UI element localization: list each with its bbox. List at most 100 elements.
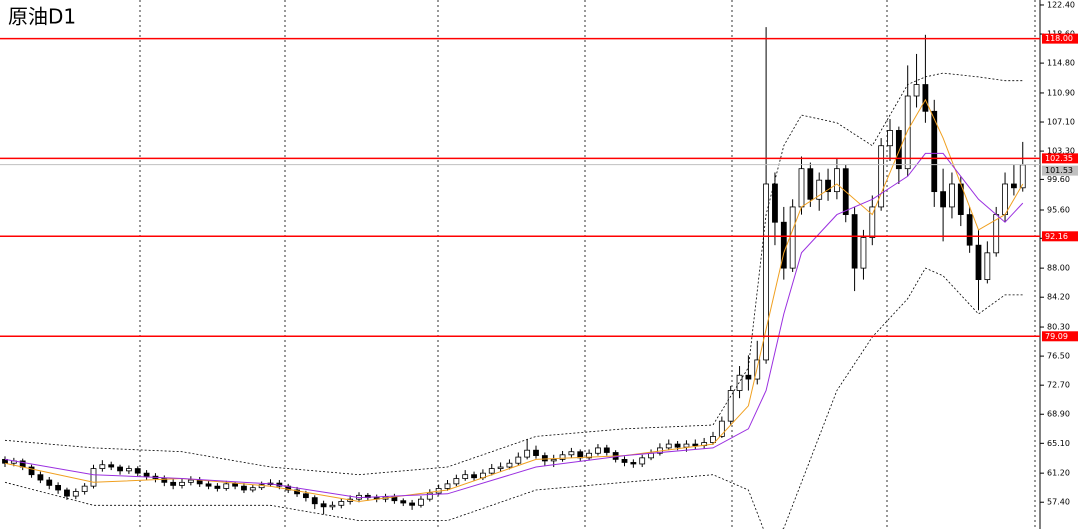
candle-body: [559, 454, 566, 460]
level-box: [1042, 231, 1078, 242]
candle-body: [294, 489, 300, 495]
candle-body: [223, 483, 230, 489]
candle-body: [887, 130, 893, 147]
candle-body: [462, 474, 469, 479]
candle-body: [772, 183, 778, 223]
candle-body: [46, 479, 53, 486]
level-box: [1042, 331, 1078, 342]
level-label: 92.16: [1045, 232, 1068, 241]
y-tick-label: 122.40: [1047, 0, 1075, 9]
candle-body: [692, 443, 699, 447]
candle-body: [214, 485, 221, 489]
candle-body: [232, 483, 239, 487]
candle-body: [302, 493, 309, 499]
level-label: 79.09: [1045, 332, 1068, 341]
y-tick-label: 76.50: [1047, 352, 1070, 361]
candle-body: [81, 485, 88, 492]
candle-body: [718, 420, 725, 437]
candle-body: [975, 244, 982, 281]
candle-body: [895, 130, 902, 170]
candle-body: [170, 481, 177, 486]
chart-title: 原油D1: [8, 5, 76, 29]
candle-body: [878, 145, 885, 208]
level-box: [1042, 33, 1078, 44]
y-tick-label: 72.70: [1047, 381, 1070, 390]
candle-body: [949, 183, 955, 208]
candle-body: [418, 498, 424, 506]
candle-body: [524, 449, 531, 458]
indicator-line: [4, 267, 1023, 529]
v-grid: [139, 0, 1036, 529]
y-tick-label: 88.00: [1047, 264, 1070, 273]
last-price-box: [1042, 165, 1078, 176]
candle-body: [37, 474, 44, 481]
candle-body: [869, 206, 876, 238]
candle-body: [940, 191, 946, 208]
candle-body: [683, 443, 690, 448]
indicator-line: [4, 72, 1023, 476]
y-tick-label: 103.30: [1047, 147, 1075, 156]
candle-body: [497, 466, 504, 469]
candle-body: [1002, 183, 1008, 215]
candle-body: [1011, 183, 1017, 189]
candle-body: [630, 462, 637, 465]
level-label: 102.35: [1045, 154, 1073, 163]
candle-body: [533, 449, 539, 456]
candle-body: [798, 168, 805, 208]
candle-body: [134, 468, 141, 474]
y-tick-label: 114.80: [1047, 59, 1075, 68]
candle-body: [851, 214, 858, 269]
level-box: [1042, 153, 1078, 164]
candle-body: [674, 443, 681, 448]
candle-body: [816, 179, 823, 200]
candle-body: [515, 456, 522, 464]
candle-body: [595, 447, 601, 454]
candle-body: [161, 478, 168, 483]
candle-body: [90, 468, 97, 487]
candle-body: [984, 252, 991, 281]
candle-body: [400, 500, 407, 504]
y-tick-label: 95.60: [1047, 205, 1070, 214]
candle-body: [639, 457, 646, 465]
candle-body: [586, 452, 592, 459]
candle-body: [904, 95, 911, 170]
candle-body: [648, 452, 654, 459]
candle-body: [258, 484, 265, 489]
candle-body: [28, 466, 35, 476]
y-tick-label: 84.20: [1047, 293, 1070, 302]
level-label: 118.00: [1045, 34, 1073, 43]
candle-body: [913, 84, 920, 97]
y-tick-label: 65.10: [1047, 439, 1070, 448]
candle-body: [241, 485, 247, 491]
candle-body: [108, 464, 115, 468]
candle-body: [922, 84, 929, 112]
candle-body: [603, 447, 610, 453]
candle-body: [143, 472, 150, 477]
y-tick-label: 68.90: [1047, 410, 1070, 419]
candle-body: [727, 390, 734, 422]
candle-body: [550, 458, 557, 462]
y-tick-label: 61.20: [1047, 469, 1070, 478]
y-tick-label: 80.30: [1047, 323, 1070, 332]
candle-body: [311, 497, 318, 505]
candle-body: [541, 455, 548, 462]
candle-body: [568, 451, 575, 456]
candle-body: [117, 466, 123, 472]
y-tick-label: 99.60: [1047, 175, 1070, 184]
candle-body: [320, 503, 327, 508]
candle-body: [179, 481, 185, 486]
candle-body: [453, 478, 460, 485]
candle-body: [860, 237, 867, 269]
candle-body: [834, 168, 840, 193]
candle-body: [506, 462, 513, 468]
candle-body: [64, 489, 70, 497]
candle-body: [338, 501, 345, 506]
candle-body: [72, 491, 79, 497]
y-tick-label: 107.10: [1047, 118, 1075, 127]
candle-body: [426, 492, 433, 500]
candle-body: [621, 458, 628, 463]
candle-body: [444, 483, 451, 489]
candle-body: [763, 183, 769, 361]
y-tick-label: 110.90: [1047, 88, 1075, 97]
